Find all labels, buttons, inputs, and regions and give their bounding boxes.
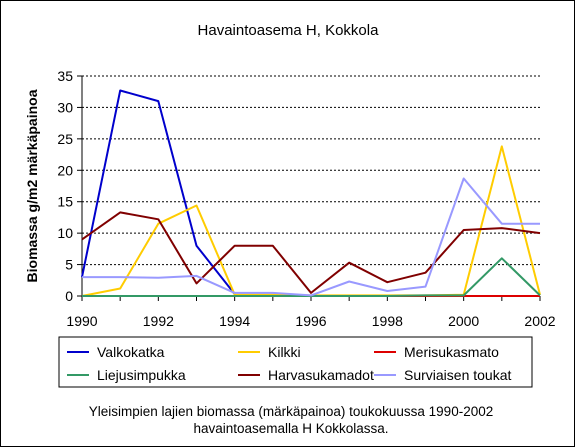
series-line-harvasukamadot [81,211,541,294]
legend-label: Valkokatka [97,344,165,360]
chart-title: Havaintoasema H, Kokkola [198,22,380,39]
y-tick-label: 25 [57,131,73,147]
x-tick-label: 1992 [143,313,174,329]
series-lines [81,89,541,297]
x-tick-label: 2000 [448,313,479,329]
legend-label: Kilkki [268,344,301,360]
x-tick-label: 2002 [524,313,555,329]
x-tick-labels: 1990 1992 1994 1996 1998 2000 2002 [66,313,555,329]
legend-label: Harvasukamadot [268,367,374,383]
y-tick-label: 20 [57,162,73,178]
caption-line-1: Yleisimpien lajien biomassa (märkäpainoa… [89,404,493,419]
gridlines [82,75,540,266]
series-line-surviaisen-toukat [82,177,540,297]
x-tick-label: 1996 [295,313,326,329]
series-line-valkokatka [81,89,236,295]
legend-label: Surviaisen toukat [404,367,512,383]
legend-label: Merisukasmato [404,344,499,360]
y-tick-label: 10 [57,225,73,241]
y-tick-label: 5 [65,257,73,273]
x-tick-label: 1994 [219,313,250,329]
legend: Valkokatka Kilkki Merisukasmato Liejusimpuk… [67,344,512,383]
series-line-kilkki [81,145,541,297]
y-tick-label: 35 [57,68,73,84]
y-tick-label: 15 [57,194,73,210]
legend-label: Liejusimpukka [97,367,186,383]
y-axis-label: Biomassa g/m2 märkäpainoa [24,89,40,282]
x-tick-label: 1990 [66,313,97,329]
y-tick-label: 30 [57,99,73,115]
caption-line-2: havaintoasemalla H Kokkolassa. [193,421,388,436]
y-tick-label: 0 [65,288,73,304]
y-tick-labels: 0 5 10 15 20 25 30 35 [57,68,73,304]
x-tick-label: 1998 [372,313,403,329]
legend-box [58,336,533,388]
